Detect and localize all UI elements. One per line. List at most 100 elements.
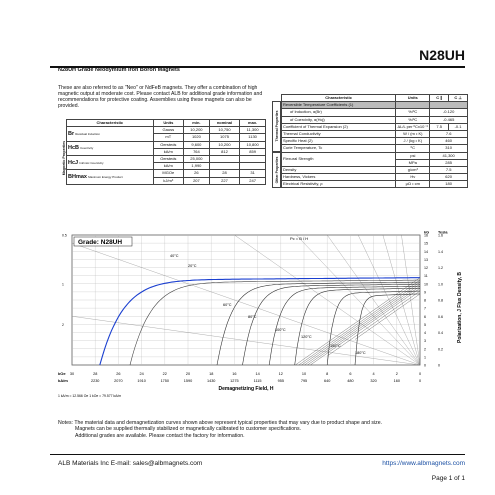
thermal-units: psi <box>395 151 431 160</box>
thermal-characteristic: Reversible Temperature Coefficients (1) <box>280 101 397 110</box>
footer-website-link[interactable]: https://www.albmagnets.com <box>382 460 465 467</box>
magnetic-cell-min: 1020 <box>183 133 210 142</box>
left-axis-label: 2 <box>62 323 64 327</box>
normal-curve-100c <box>307 286 421 366</box>
temperature-label: 120°C <box>301 335 312 339</box>
permeance-line <box>71 242 421 366</box>
thermal-units: ΔL/L per ºCx10⁻⁶ <box>395 122 431 131</box>
intrinsic-curve-150c <box>326 290 420 366</box>
kam-tick-label: 320 <box>370 379 376 383</box>
thermal-value: 180 <box>429 180 468 189</box>
magnetic-characteristic: Br Residual Induction <box>66 126 154 142</box>
koe-tick-label: 0 <box>419 372 421 376</box>
col-min: min. <box>183 118 210 128</box>
magnetic-cell-units: MGOe <box>152 169 185 178</box>
kg-tick-label: 9 <box>424 290 426 294</box>
bottom-notes: Notes: The material data and demagnetiza… <box>58 420 468 439</box>
magnetic-cell-nom <box>208 154 241 164</box>
intrinsic-curve-80c <box>242 283 420 366</box>
kg-tick-label: 1 <box>424 355 426 359</box>
magnetic-cell-min: 26 <box>183 169 210 178</box>
magnetic-cell-min: 1,990 <box>183 162 210 171</box>
magnetic-row: HcB Coercivity Oersteds 9,600 10,200 10,800 <box>66 140 266 156</box>
magnetic-cell-max: 31 <box>239 169 266 178</box>
kg-tick-label: 10 <box>424 282 428 286</box>
magnetic-characteristic: HcJ Intrinsic Coercivity <box>66 154 154 171</box>
magnetic-cell-max: 247 <box>239 176 266 185</box>
intrinsic-curve-40c <box>129 279 420 366</box>
right-axis-title: Polarization, J Flux Density, B <box>457 272 463 343</box>
magnetic-cell-max: 859 <box>239 147 266 156</box>
magnetic-cell-units: Oersteds <box>152 140 185 149</box>
thermal-value: 7.5 <box>429 165 468 175</box>
permeance-line <box>357 234 421 366</box>
kam-tick-label: 1590 <box>184 379 192 383</box>
magnetic-cell-units: mT <box>152 133 185 142</box>
intrinsic-curve-60c <box>216 281 421 366</box>
koe-tick-label: 4 <box>373 372 375 376</box>
tesla-tick-label: 1.4 <box>438 250 443 254</box>
thermal-units: Hv <box>395 173 431 182</box>
thermal-row: Coefficient of Thermal Expansion (2) ΔL/L… <box>280 122 468 131</box>
magnetic-cell-units: kJ/m³ <box>152 176 185 185</box>
magnetic-cell-min: 25,000 <box>183 154 210 164</box>
thermal-characteristic: Density <box>280 165 397 175</box>
koe-tick-label: 28 <box>93 372 97 376</box>
therm-col-parallel: C ∥ <box>429 93 450 103</box>
therm-col-units: Units <box>395 93 431 103</box>
thermal-row: Flexural Strength psi 41,300 <box>280 151 468 167</box>
thermal-characteristic: Flexural Strength <box>280 151 397 167</box>
thermal-value: -0.120 <box>429 108 468 117</box>
magnetic-cell-nom: 812 <box>208 147 241 156</box>
x-axis-title: Demagnetizing Field, H <box>218 386 273 392</box>
kg-tick-label: 6 <box>424 315 426 319</box>
header-rule <box>50 66 465 68</box>
temperature-label: 80°C <box>248 315 257 319</box>
kam-tick-label: 2230 <box>91 379 99 383</box>
thermal-row: Curie Temperature, Tc ºC 310 <box>280 144 468 153</box>
thermal-value: 310 <box>429 144 468 153</box>
koe-tick-label: 24 <box>139 372 143 376</box>
temperature-label: 20°C <box>188 264 197 268</box>
magnetic-row: kJ/m³ 207 227 247 <box>67 176 266 185</box>
demagnetization-chart: Grade: N28UH Pc = B / H 20°C 40°C 60°C 80°C 10… <box>58 231 470 421</box>
kg-tick-label: 7 <box>424 307 426 311</box>
normal-curve-150c <box>327 290 421 357</box>
kg-tick-label: 3 <box>424 339 426 343</box>
magnetic-cell-max <box>239 162 266 171</box>
thermal-units <box>395 101 431 110</box>
thermal-row: of Coercivity, α(Hcj) %/ºC -0.465 <box>280 115 468 124</box>
grade-subtitle: N28UH Grade Neodymium Iron Boron Magnets <box>58 67 180 73</box>
magnetic-cell-units: kA/m <box>152 162 185 171</box>
conversion-note: 1 kA/m = 12.566 Oe 1 kOe = 79.577 kA/m <box>58 394 121 398</box>
magnetic-cell-min: 10,200 <box>183 126 210 135</box>
koe-tick-label: 30 <box>70 372 74 376</box>
kg-tick-label: 12 <box>424 266 428 270</box>
kam-tick-label: 480 <box>347 379 353 383</box>
temperature-label: 100°C <box>275 328 286 332</box>
magnetic-cell-nom: 227 <box>208 176 241 185</box>
kam-tick-label: 1750 <box>161 379 169 383</box>
document-title: N28UH <box>419 47 465 63</box>
thermal-characteristic: Curie Temperature, Tc <box>280 144 397 153</box>
thermal-row: Hardness, Vickers Hv 620 <box>280 173 468 182</box>
kg-tick-label: 16 <box>424 234 428 238</box>
koe-tick-label: 6 <box>349 372 351 376</box>
magnetic-side-label: Magnetic Properties <box>62 140 66 176</box>
normal-curve-180c <box>354 293 421 340</box>
magnetic-cell-max: 10,800 <box>239 140 266 149</box>
normal-curve-20c <box>295 277 421 366</box>
kam-tick-label: 955 <box>278 379 284 383</box>
koe-tick-label: 26 <box>116 372 120 376</box>
thermal-units: μΩ • cm <box>395 180 431 189</box>
magnetic-cell-min: 9,600 <box>183 140 210 149</box>
thermal-value: 285 <box>429 158 468 167</box>
magnetic-row: Br Residual Induction Gauss 10,200 10,750 11… <box>66 126 266 142</box>
tesla-tick-label: 0.8 <box>438 299 443 303</box>
kam-tick-label: 640 <box>324 379 330 383</box>
col-units: Units <box>152 118 185 128</box>
kg-tick-label: 14 <box>424 250 428 254</box>
normal-curve-80c <box>304 283 421 366</box>
col-max: max. <box>239 118 266 128</box>
